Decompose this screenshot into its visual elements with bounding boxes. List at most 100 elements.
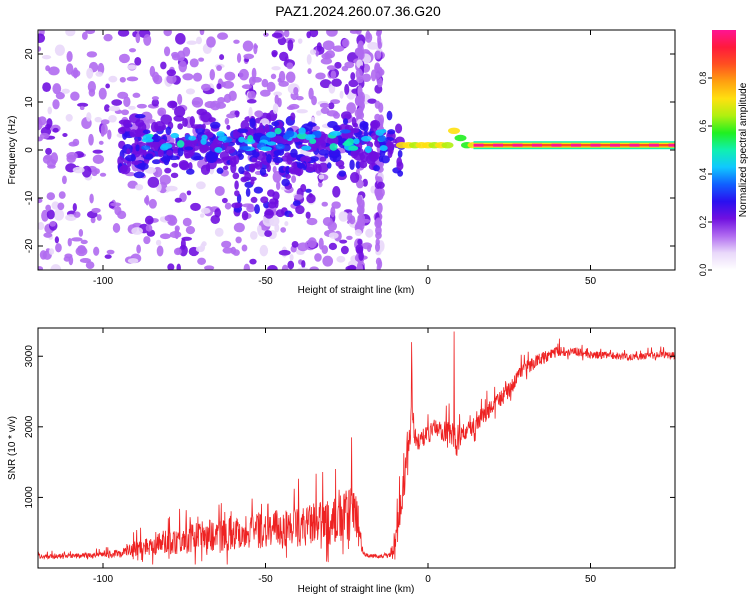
spectrogram-cell bbox=[279, 51, 289, 62]
spectrogram-cell bbox=[222, 165, 229, 170]
spectrogram-cell bbox=[240, 120, 250, 131]
spectrogram-cell bbox=[278, 249, 291, 256]
spectrogram-cell bbox=[243, 263, 250, 270]
spectrogram-cell bbox=[107, 129, 112, 140]
spectrogram-cell bbox=[136, 103, 147, 109]
spectrogram-cell bbox=[272, 103, 279, 115]
spectrogram-cell bbox=[148, 198, 157, 209]
spectrogram-cell bbox=[174, 225, 180, 232]
spectrogram-cell bbox=[133, 171, 145, 179]
spectrogram-cell bbox=[377, 33, 382, 46]
spectrogram-y-label: Frequency (Hz) bbox=[7, 116, 18, 185]
spectrogram-cell bbox=[344, 83, 350, 95]
spectrogram-tone-peak bbox=[493, 143, 503, 147]
spectrogram-cell bbox=[260, 196, 269, 204]
spectrogram-cell bbox=[80, 239, 88, 245]
spectrogram-cell bbox=[79, 257, 92, 264]
spectrogram-cell bbox=[191, 100, 201, 105]
spectrogram-cell bbox=[288, 213, 294, 218]
spectrogram-cell bbox=[224, 71, 236, 81]
spectrogram-tone-peak bbox=[473, 143, 484, 147]
spectrogram-cell bbox=[247, 90, 256, 100]
spectrogram-cell bbox=[174, 106, 186, 118]
spectrogram-cell bbox=[396, 161, 404, 171]
spectrogram-cell bbox=[201, 83, 211, 92]
snr-axes: -100 -50 0 50 1000 2000 3000 bbox=[24, 328, 675, 585]
spectrogram-cell bbox=[87, 81, 96, 93]
spectrogram-cell bbox=[103, 33, 113, 42]
spectrogram-cell bbox=[177, 146, 184, 157]
spectrogram-cell bbox=[171, 162, 179, 168]
spectrogram-cell bbox=[357, 215, 362, 227]
spectrogram-cell bbox=[342, 141, 352, 147]
spectrogram-cell bbox=[47, 106, 53, 115]
spectrogram-cell bbox=[251, 76, 262, 83]
spectrogram-cell bbox=[276, 181, 281, 191]
spectrogram-cell bbox=[319, 156, 327, 162]
spectrogram-cell bbox=[123, 96, 131, 108]
spectrogram-cell bbox=[216, 83, 222, 90]
spectrogram-cell bbox=[224, 145, 236, 154]
spectrogram-tone-peak bbox=[571, 143, 581, 147]
snr-x-tick-label: 0 bbox=[425, 574, 431, 585]
spectrogram-cell bbox=[95, 71, 103, 77]
spectrogram-cell bbox=[125, 154, 136, 162]
spectrogram-cell bbox=[216, 32, 229, 40]
spectrogram-cell bbox=[375, 217, 382, 227]
spectrogram-cell bbox=[254, 160, 263, 170]
spectrogram-cell bbox=[306, 31, 312, 39]
spectrogram-cell bbox=[210, 121, 221, 129]
spectrogram-cell bbox=[283, 30, 290, 38]
spectrogram-tone-peak bbox=[551, 143, 562, 147]
spectrogram-cell bbox=[306, 193, 316, 204]
spectrogram-cell bbox=[365, 154, 376, 165]
spectrogram-cell bbox=[359, 123, 367, 128]
spectrogram-cell bbox=[290, 148, 298, 158]
spectrogram-cell bbox=[178, 159, 189, 170]
spectrogram-cell bbox=[286, 105, 296, 111]
spectrogram-cell bbox=[232, 172, 240, 180]
spectrogram-cell bbox=[147, 176, 160, 188]
spectrogram-cell bbox=[326, 30, 338, 37]
colorbar-tick-label: 0.0 bbox=[698, 264, 708, 277]
spectrogram-cell bbox=[173, 247, 182, 256]
spectrogram-cell bbox=[287, 39, 294, 52]
spectrogram-cell bbox=[163, 46, 171, 57]
spectrogram-cell bbox=[177, 123, 184, 130]
spectrogram-cell bbox=[188, 135, 197, 141]
spectrogram-cell bbox=[160, 61, 167, 70]
spectrogram-cell bbox=[156, 245, 164, 257]
spectrogram-cell bbox=[236, 52, 242, 63]
spectrogram-x-tick-label: 0 bbox=[425, 276, 431, 287]
spectrogram-cell bbox=[226, 113, 236, 119]
spectrogram-cell bbox=[266, 81, 276, 92]
spectrogram-cell bbox=[296, 132, 308, 140]
spectrogram-cell bbox=[441, 142, 454, 149]
spectrogram-cell bbox=[88, 133, 94, 146]
spectrogram-cell bbox=[182, 73, 194, 81]
spectrogram-cell bbox=[281, 264, 289, 270]
spectrogram-cell bbox=[135, 184, 144, 191]
spectrogram-cell bbox=[145, 153, 154, 160]
spectrogram-cell bbox=[384, 136, 394, 142]
spectrogram-cell bbox=[289, 253, 294, 261]
spectrogram-cell bbox=[366, 244, 372, 253]
spectrogram-tone-peak bbox=[629, 143, 640, 147]
spectrogram-cell bbox=[350, 72, 356, 81]
spectrogram-cell bbox=[233, 39, 240, 44]
spectrogram-cell bbox=[85, 261, 95, 270]
spectrogram-cell bbox=[92, 154, 105, 164]
spectrogram-cell bbox=[281, 178, 290, 187]
spectrogram-cell bbox=[178, 60, 188, 73]
spectrogram-cell bbox=[70, 237, 83, 242]
spectrogram-cell bbox=[318, 162, 329, 173]
spectrogram-cell bbox=[166, 149, 174, 156]
spectrogram-cell bbox=[176, 50, 186, 62]
spectrogram-cell bbox=[306, 122, 317, 127]
spectrogram-cell bbox=[104, 254, 112, 259]
spectrogram-cell bbox=[150, 141, 159, 152]
spectrogram-cell bbox=[219, 54, 225, 61]
spectrogram-cell bbox=[324, 52, 330, 59]
spectrogram-cell bbox=[52, 83, 62, 95]
spectrogram-cell bbox=[128, 105, 136, 110]
